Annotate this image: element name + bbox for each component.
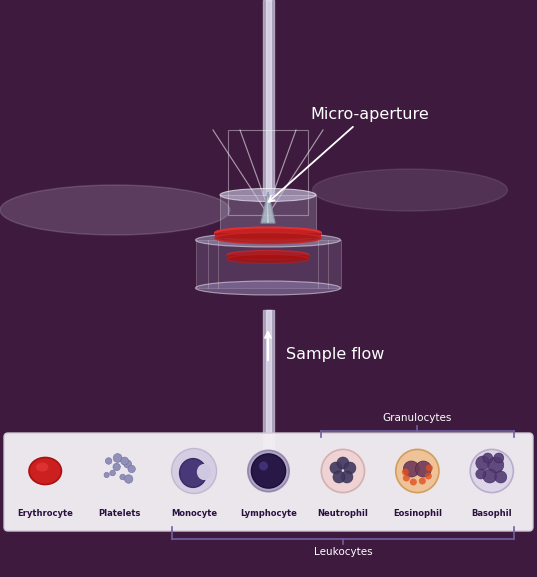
Ellipse shape — [227, 250, 309, 260]
Bar — [265, 310, 271, 450]
Circle shape — [125, 475, 133, 483]
Circle shape — [476, 469, 486, 479]
Ellipse shape — [195, 233, 340, 247]
Circle shape — [341, 471, 353, 483]
Text: Monocyte: Monocyte — [171, 508, 217, 518]
Circle shape — [403, 461, 419, 477]
Circle shape — [251, 454, 286, 488]
Ellipse shape — [0, 185, 230, 235]
Circle shape — [470, 449, 513, 493]
Bar — [228, 130, 308, 215]
Circle shape — [483, 469, 497, 483]
Bar — [263, 310, 273, 450]
Circle shape — [321, 449, 365, 493]
Ellipse shape — [215, 227, 321, 238]
Circle shape — [171, 448, 216, 493]
Bar — [265, 0, 271, 195]
Ellipse shape — [215, 233, 321, 243]
Ellipse shape — [36, 463, 48, 471]
Circle shape — [425, 473, 432, 479]
Circle shape — [113, 463, 120, 471]
Text: Basophil: Basophil — [471, 508, 512, 518]
Circle shape — [396, 449, 439, 493]
Ellipse shape — [313, 169, 507, 211]
Text: Neutrophil: Neutrophil — [317, 508, 368, 518]
Text: Erythrocyte: Erythrocyte — [17, 508, 73, 518]
Circle shape — [128, 465, 135, 473]
Circle shape — [415, 461, 431, 477]
Ellipse shape — [220, 228, 316, 242]
Circle shape — [120, 474, 126, 480]
Circle shape — [104, 473, 109, 478]
Ellipse shape — [179, 459, 207, 488]
Ellipse shape — [195, 281, 340, 295]
Text: Sample flow: Sample flow — [286, 347, 384, 362]
Circle shape — [259, 462, 268, 470]
Text: Granulocytes: Granulocytes — [383, 413, 452, 423]
Bar — [215, 233, 321, 238]
Ellipse shape — [227, 254, 309, 264]
Circle shape — [402, 469, 409, 475]
Circle shape — [121, 457, 128, 465]
Circle shape — [403, 474, 410, 481]
Circle shape — [113, 454, 122, 462]
Text: Platelets: Platelets — [98, 508, 141, 518]
Circle shape — [344, 462, 356, 474]
Circle shape — [105, 458, 112, 464]
Circle shape — [330, 462, 342, 474]
Circle shape — [483, 453, 493, 463]
Circle shape — [476, 456, 490, 470]
FancyBboxPatch shape — [4, 433, 533, 531]
Polygon shape — [267, 192, 269, 223]
Text: Lymphocyte: Lymphocyte — [240, 508, 297, 518]
Circle shape — [426, 464, 433, 471]
Ellipse shape — [220, 189, 316, 201]
Bar — [263, 0, 273, 195]
Text: Micro-aperture: Micro-aperture — [310, 107, 430, 122]
Polygon shape — [261, 192, 275, 223]
Circle shape — [248, 450, 289, 492]
Ellipse shape — [29, 458, 61, 485]
Bar — [195, 240, 340, 288]
Ellipse shape — [197, 464, 211, 480]
Circle shape — [333, 471, 345, 483]
Circle shape — [495, 471, 507, 483]
Text: Leukocytes: Leukocytes — [314, 547, 372, 557]
Circle shape — [110, 470, 115, 476]
Circle shape — [419, 478, 426, 485]
Circle shape — [488, 457, 504, 473]
Text: Eosinophil: Eosinophil — [393, 508, 442, 518]
Circle shape — [494, 453, 504, 463]
Circle shape — [410, 478, 417, 485]
Circle shape — [337, 457, 349, 469]
Bar — [220, 195, 316, 235]
Bar — [227, 255, 309, 259]
Circle shape — [124, 460, 132, 468]
